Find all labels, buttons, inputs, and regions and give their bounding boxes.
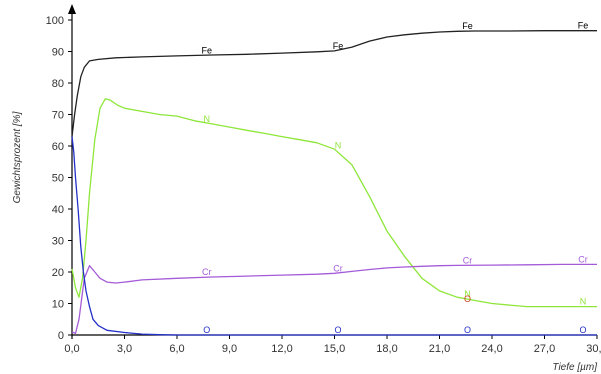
series-line-fe <box>71 30 597 137</box>
y-tick-label: 90 <box>52 47 64 59</box>
series-label-n: N <box>464 289 471 299</box>
y-tick-label: 100 <box>46 15 64 27</box>
y-tick-label: 80 <box>52 78 64 90</box>
series-lines <box>71 30 597 336</box>
x-tick-label: 15,0 <box>324 343 345 355</box>
x-tick-label: 21,0 <box>429 343 450 355</box>
x-tick-label: 9,0 <box>222 343 237 355</box>
series-label-fe: Fe <box>462 21 473 31</box>
x-tick-label: 18,0 <box>376 343 397 355</box>
series-label-o: O <box>579 325 586 335</box>
y-tick-label: 40 <box>52 204 64 216</box>
x-tick-label: 0,0 <box>64 343 79 355</box>
y-axis-arrow-icon <box>68 4 76 14</box>
series-label-cr: Cr <box>333 263 343 273</box>
series-label-n: N <box>204 114 211 124</box>
x-tick-label: 3,0 <box>117 343 132 355</box>
x-tick-label: 12,0 <box>271 343 292 355</box>
series-label-cr: Cr <box>463 255 473 265</box>
y-tick-label: 30 <box>52 236 64 248</box>
series-labels: Fe Fe Fe Fe N N N N Cr Cr Cr Cr O O O O O <box>201 21 588 335</box>
series-label-n: N <box>335 140 342 150</box>
x-tick-label: 24,0 <box>481 343 502 355</box>
x-axis-label: Tiefe [µm] <box>552 362 597 373</box>
series-label-fe: Fe <box>333 41 344 51</box>
y-tick-label: 70 <box>52 110 64 122</box>
series-label-fe: Fe <box>578 21 589 31</box>
series-label-o-marker: O <box>464 294 471 304</box>
y-tick-label: 60 <box>52 141 64 153</box>
series-label-cr: Cr <box>202 267 212 277</box>
axes <box>68 4 597 339</box>
series-line-n <box>71 98 597 308</box>
y-tick-label: 50 <box>52 173 64 185</box>
tick-labels: 0,0 3,0 6,0 9,0 12,0 15,0 18,0 21,0 24,0 27,0 30,0… <box>46 15 601 355</box>
series-label-cr: Cr <box>578 254 588 264</box>
y-axis-label: Gewichtsprozent [%] <box>12 111 23 203</box>
x-tick-label: 27,0 <box>534 343 555 355</box>
series-label-fe: Fe <box>201 45 212 55</box>
series-line-cr <box>71 263 597 335</box>
series-label-n: N <box>580 297 587 307</box>
series-label-o: O <box>334 325 341 335</box>
y-tick-label: 20 <box>52 267 64 279</box>
x-tick-label: 6,0 <box>169 343 184 355</box>
series-label-o: O <box>464 325 471 335</box>
series-line-o <box>71 136 597 336</box>
x-tick-label: 30,0 <box>586 343 601 355</box>
y-tick-label: 10 <box>52 299 64 311</box>
y-tick-label: 0 <box>58 330 64 342</box>
series-label-o: O <box>203 325 210 335</box>
tick-marks <box>68 19 598 339</box>
